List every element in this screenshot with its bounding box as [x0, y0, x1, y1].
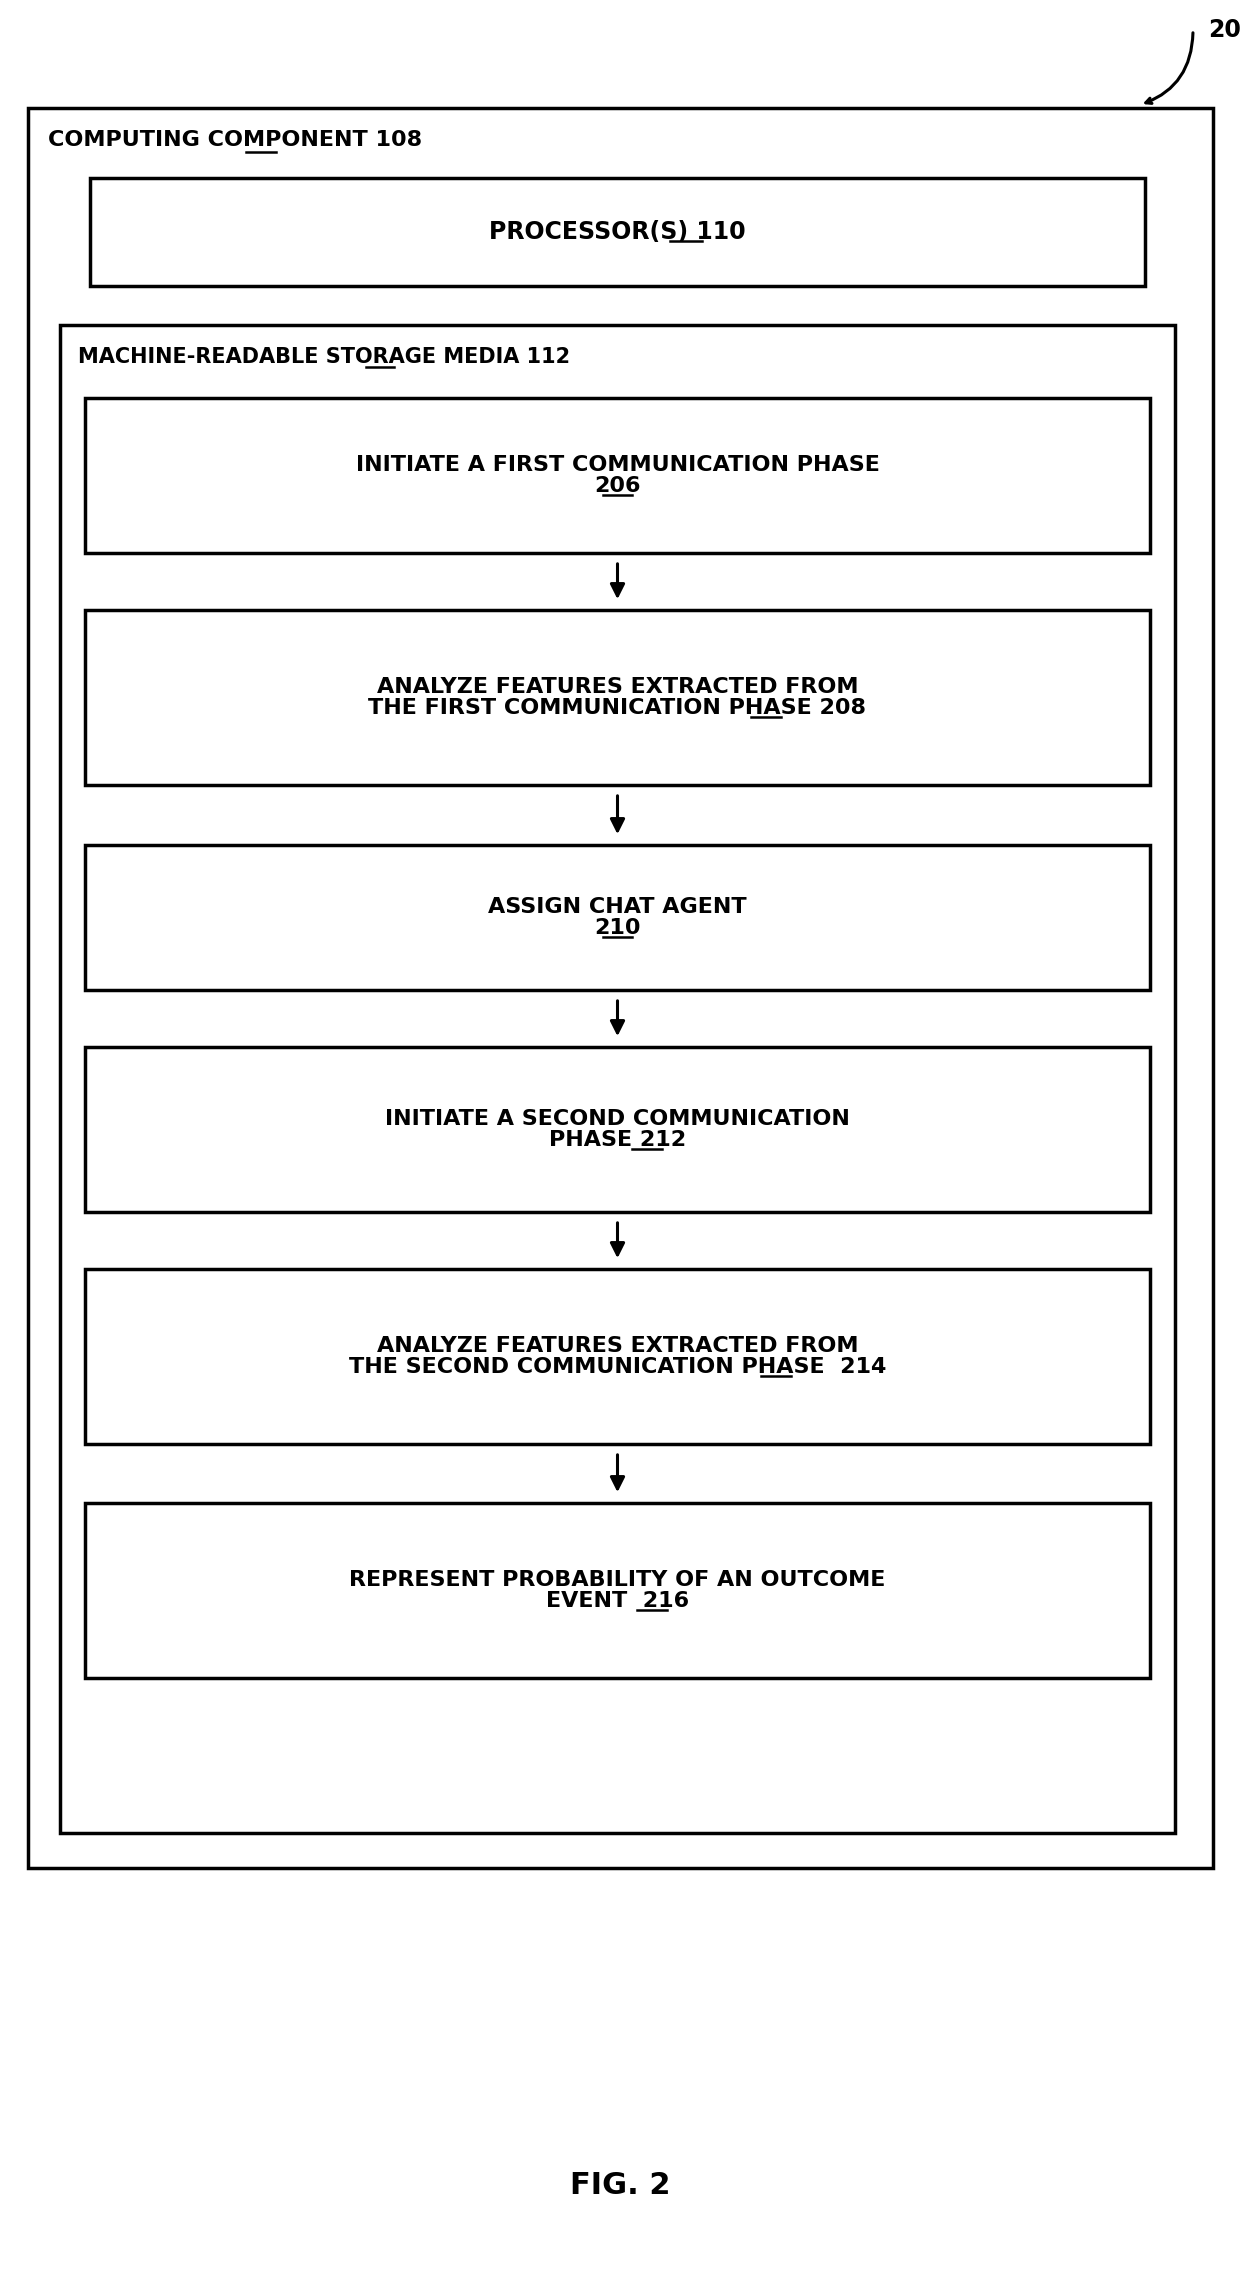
- Text: REPRESENT PROBABILITY OF AN OUTCOME: REPRESENT PROBABILITY OF AN OUTCOME: [350, 1570, 885, 1590]
- Text: INITIATE A SECOND COMMUNICATION: INITIATE A SECOND COMMUNICATION: [386, 1108, 849, 1129]
- Text: ANALYZE FEATURES EXTRACTED FROM: ANALYZE FEATURES EXTRACTED FROM: [377, 1337, 858, 1355]
- Text: EVENT  216: EVENT 216: [546, 1590, 689, 1611]
- Bar: [91, 178, 1145, 286]
- Bar: [29, 107, 1213, 1869]
- Bar: [86, 398, 1149, 553]
- Text: 210: 210: [594, 919, 641, 939]
- Bar: [86, 610, 1149, 786]
- Text: FIG. 2: FIG. 2: [569, 2171, 671, 2200]
- Text: COMPUTING COMPONENT 108: COMPUTING COMPONENT 108: [48, 130, 422, 151]
- Text: PHASE 212: PHASE 212: [549, 1131, 686, 1149]
- Bar: [86, 1047, 1149, 1211]
- Bar: [86, 1268, 1149, 1444]
- Text: THE SECOND COMMUNICATION PHASE  214: THE SECOND COMMUNICATION PHASE 214: [348, 1357, 887, 1378]
- Text: 200: 200: [1208, 18, 1240, 41]
- Text: ASSIGN CHAT AGENT: ASSIGN CHAT AGENT: [489, 896, 746, 916]
- Bar: [86, 845, 1149, 989]
- Text: PROCESSOR(S) 110: PROCESSOR(S) 110: [490, 219, 745, 244]
- Bar: [86, 1504, 1149, 1677]
- Text: INITIATE A FIRST COMMUNICATION PHASE: INITIATE A FIRST COMMUNICATION PHASE: [356, 455, 879, 475]
- Text: ANALYZE FEATURES EXTRACTED FROM: ANALYZE FEATURES EXTRACTED FROM: [377, 676, 858, 697]
- Bar: [60, 324, 1176, 1833]
- Text: THE FIRST COMMUNICATION PHASE 208: THE FIRST COMMUNICATION PHASE 208: [368, 699, 867, 717]
- Text: MACHINE-READABLE STORAGE MEDIA 112: MACHINE-READABLE STORAGE MEDIA 112: [78, 347, 570, 368]
- Text: 206: 206: [594, 475, 641, 496]
